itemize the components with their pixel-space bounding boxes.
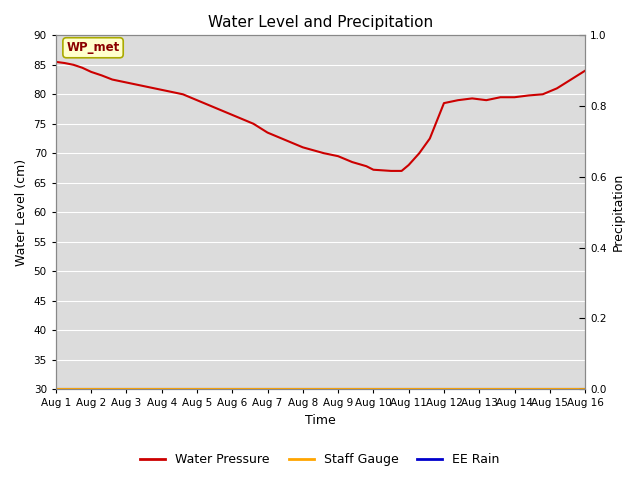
Staff Gauge xyxy=(52,386,60,392)
Water Pressure xyxy=(151,85,159,91)
Staff Gauge xyxy=(367,386,375,392)
Water Pressure xyxy=(369,167,377,173)
Water Pressure xyxy=(334,153,342,159)
EE Rain xyxy=(367,386,375,392)
EE Rain xyxy=(532,386,540,392)
Water Pressure xyxy=(250,121,257,127)
Water Pressure xyxy=(70,62,77,68)
Water Pressure xyxy=(122,80,131,85)
Water Pressure xyxy=(511,95,518,100)
Water Pressure xyxy=(236,115,243,121)
Line: Water Pressure: Water Pressure xyxy=(56,62,585,171)
Staff Gauge xyxy=(365,386,373,392)
Water Pressure xyxy=(539,91,547,97)
Water Pressure xyxy=(207,103,215,109)
Water Pressure xyxy=(79,65,86,71)
Water Pressure xyxy=(454,97,462,103)
Legend: Water Pressure, Staff Gauge, EE Rain: Water Pressure, Staff Gauge, EE Rain xyxy=(136,448,504,471)
Water Pressure xyxy=(137,83,145,88)
Water Pressure xyxy=(264,130,271,135)
EE Rain xyxy=(498,386,506,392)
Water Pressure xyxy=(525,93,532,98)
Water Pressure xyxy=(310,147,317,153)
EE Rain xyxy=(54,386,61,392)
Water Pressure xyxy=(98,72,106,78)
Water Pressure xyxy=(299,144,307,150)
Title: Water Level and Precipitation: Water Level and Precipitation xyxy=(208,15,433,30)
Water Pressure xyxy=(362,163,370,169)
Staff Gauge xyxy=(54,386,61,392)
X-axis label: Time: Time xyxy=(305,414,336,427)
Water Pressure xyxy=(567,77,575,83)
Water Pressure xyxy=(415,150,423,156)
EE Rain xyxy=(376,386,383,392)
Water Pressure xyxy=(61,60,68,66)
Water Pressure xyxy=(108,77,116,83)
Text: WP_met: WP_met xyxy=(67,41,120,54)
Water Pressure xyxy=(405,162,413,168)
Water Pressure xyxy=(278,136,285,142)
Water Pressure xyxy=(193,97,201,103)
Y-axis label: Water Level (cm): Water Level (cm) xyxy=(15,158,28,266)
Staff Gauge xyxy=(498,386,506,392)
Water Pressure xyxy=(387,168,395,174)
EE Rain xyxy=(52,386,60,392)
Water Pressure xyxy=(179,91,187,97)
Staff Gauge xyxy=(532,386,540,392)
Water Pressure xyxy=(52,59,60,65)
Y-axis label: Precipitation: Precipitation xyxy=(612,173,625,252)
Water Pressure xyxy=(553,85,561,91)
Water Pressure xyxy=(440,100,448,106)
Water Pressure xyxy=(221,109,229,115)
Water Pressure xyxy=(483,97,490,103)
Water Pressure xyxy=(468,96,476,101)
Water Pressure xyxy=(426,136,434,142)
Water Pressure xyxy=(320,150,328,156)
Water Pressure xyxy=(165,88,173,94)
Water Pressure xyxy=(87,69,95,75)
EE Rain xyxy=(581,386,589,392)
Staff Gauge xyxy=(581,386,589,392)
Staff Gauge xyxy=(376,386,383,392)
Water Pressure xyxy=(497,95,504,100)
Water Pressure xyxy=(292,142,300,147)
EE Rain xyxy=(365,386,373,392)
Water Pressure xyxy=(581,68,589,73)
Water Pressure xyxy=(348,159,356,165)
Water Pressure xyxy=(398,168,406,174)
